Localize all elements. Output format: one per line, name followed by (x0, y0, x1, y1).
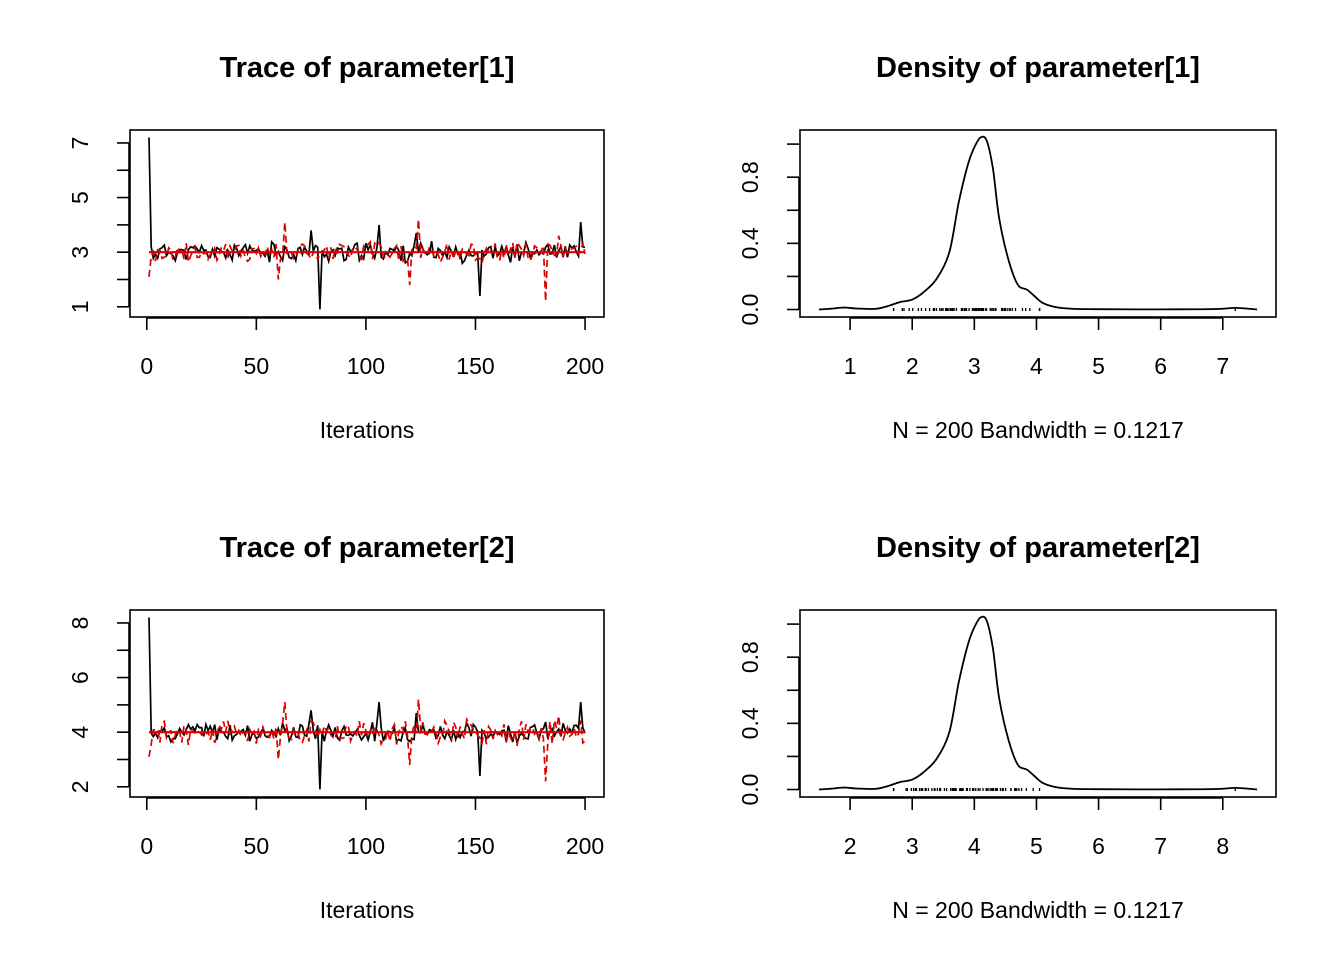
x-axis-label: Iterations (320, 897, 415, 923)
y-tick-label: 7 (67, 137, 93, 150)
x-axis: 0 50 100 150 200 (140, 317, 604, 379)
chart-title: Density of parameter[1] (876, 52, 1200, 84)
trace-plot-parameter-1: Trace of parameter[1] 0 50 100 150 200 Iterati… (67, 52, 605, 443)
chart-title: Trace of parameter[2] (220, 532, 515, 564)
x-tick-label: 6 (1092, 833, 1105, 859)
x-tick-label: 0 (140, 833, 153, 859)
chart-title: Trace of parameter[1] (220, 52, 515, 84)
trace-line-chain-2 (148, 699, 586, 782)
y-tick-label: 0.4 (737, 227, 763, 259)
y-tick-label: 0.8 (737, 641, 763, 673)
rug-marks (892, 788, 1236, 792)
y-tick-label: 4 (67, 726, 93, 739)
x-tick-label: 50 (244, 833, 270, 859)
y-tick-label: 2 (67, 780, 93, 793)
y-tick-label: 0.0 (737, 294, 763, 326)
trace-line-chain-1 (148, 137, 586, 310)
x-tick-label: 200 (566, 833, 604, 859)
density-curve (818, 135, 1258, 311)
y-tick-label: 8 (67, 617, 93, 630)
x-tick-label: 3 (968, 353, 981, 379)
x-tick-label: 4 (968, 833, 981, 859)
y-tick-label: 0.4 (737, 707, 763, 739)
y-axis: 0.0 0.4 0.8 (737, 161, 800, 326)
y-tick-label: 5 (67, 191, 93, 204)
plot-frame (799, 609, 1277, 798)
y-tick-label: 1 (67, 300, 93, 313)
x-tick-label: 5 (1030, 833, 1043, 859)
plot-frame (129, 129, 605, 318)
y-tick-label: 0.8 (737, 161, 763, 193)
plot-frame (799, 129, 1277, 318)
x-tick-label: 100 (347, 353, 385, 379)
density-plot-parameter-1: Density of parameter[1] 1 2 3 4 5 6 7 N = 200 Ba… (737, 52, 1277, 443)
y-tick-label: 3 (67, 246, 93, 259)
y-axis: 0.0 0.4 0.8 (737, 641, 800, 806)
x-axis: 1 2 3 4 5 6 7 (844, 317, 1229, 379)
x-tick-label: 8 (1216, 833, 1229, 859)
trace-line-chain-2 (148, 219, 586, 302)
plot-frame (129, 609, 605, 798)
chart-title: Density of parameter[2] (876, 532, 1200, 564)
x-axis-label: Iterations (320, 417, 415, 443)
x-tick-label: 1 (844, 353, 857, 379)
x-axis: 0 50 100 150 200 (140, 797, 604, 859)
y-tick-label: 0.0 (737, 774, 763, 806)
x-axis: 2 3 4 5 6 7 8 (844, 797, 1229, 859)
x-tick-label: 3 (906, 833, 919, 859)
x-tick-label: 5 (1092, 353, 1105, 379)
x-axis-label: N = 200 Bandwidth = 0.1217 (892, 897, 1184, 923)
x-tick-label: 0 (140, 353, 153, 379)
x-tick-label: 150 (456, 833, 494, 859)
x-axis-label: N = 200 Bandwidth = 0.1217 (892, 417, 1184, 443)
x-tick-label: 7 (1216, 353, 1229, 379)
x-tick-label: 7 (1154, 833, 1167, 859)
x-tick-label: 6 (1154, 353, 1167, 379)
x-tick-label: 50 (244, 353, 270, 379)
x-tick-label: 100 (347, 833, 385, 859)
x-tick-label: 200 (566, 353, 604, 379)
trace-line-chain-1 (148, 617, 586, 790)
x-tick-label: 2 (844, 833, 857, 859)
density-plot-parameter-2: Density of parameter[2] 2 3 4 5 6 7 8 N = 200 Ba… (737, 532, 1277, 923)
trace-plot-parameter-2: Trace of parameter[2] 0 50 100 150 200 Iterati… (67, 532, 605, 923)
density-curve (818, 615, 1258, 791)
x-tick-label: 150 (456, 353, 494, 379)
x-tick-label: 2 (906, 353, 919, 379)
x-tick-label: 4 (1030, 353, 1043, 379)
rug-marks (892, 308, 1236, 312)
y-tick-label: 6 (67, 671, 93, 684)
